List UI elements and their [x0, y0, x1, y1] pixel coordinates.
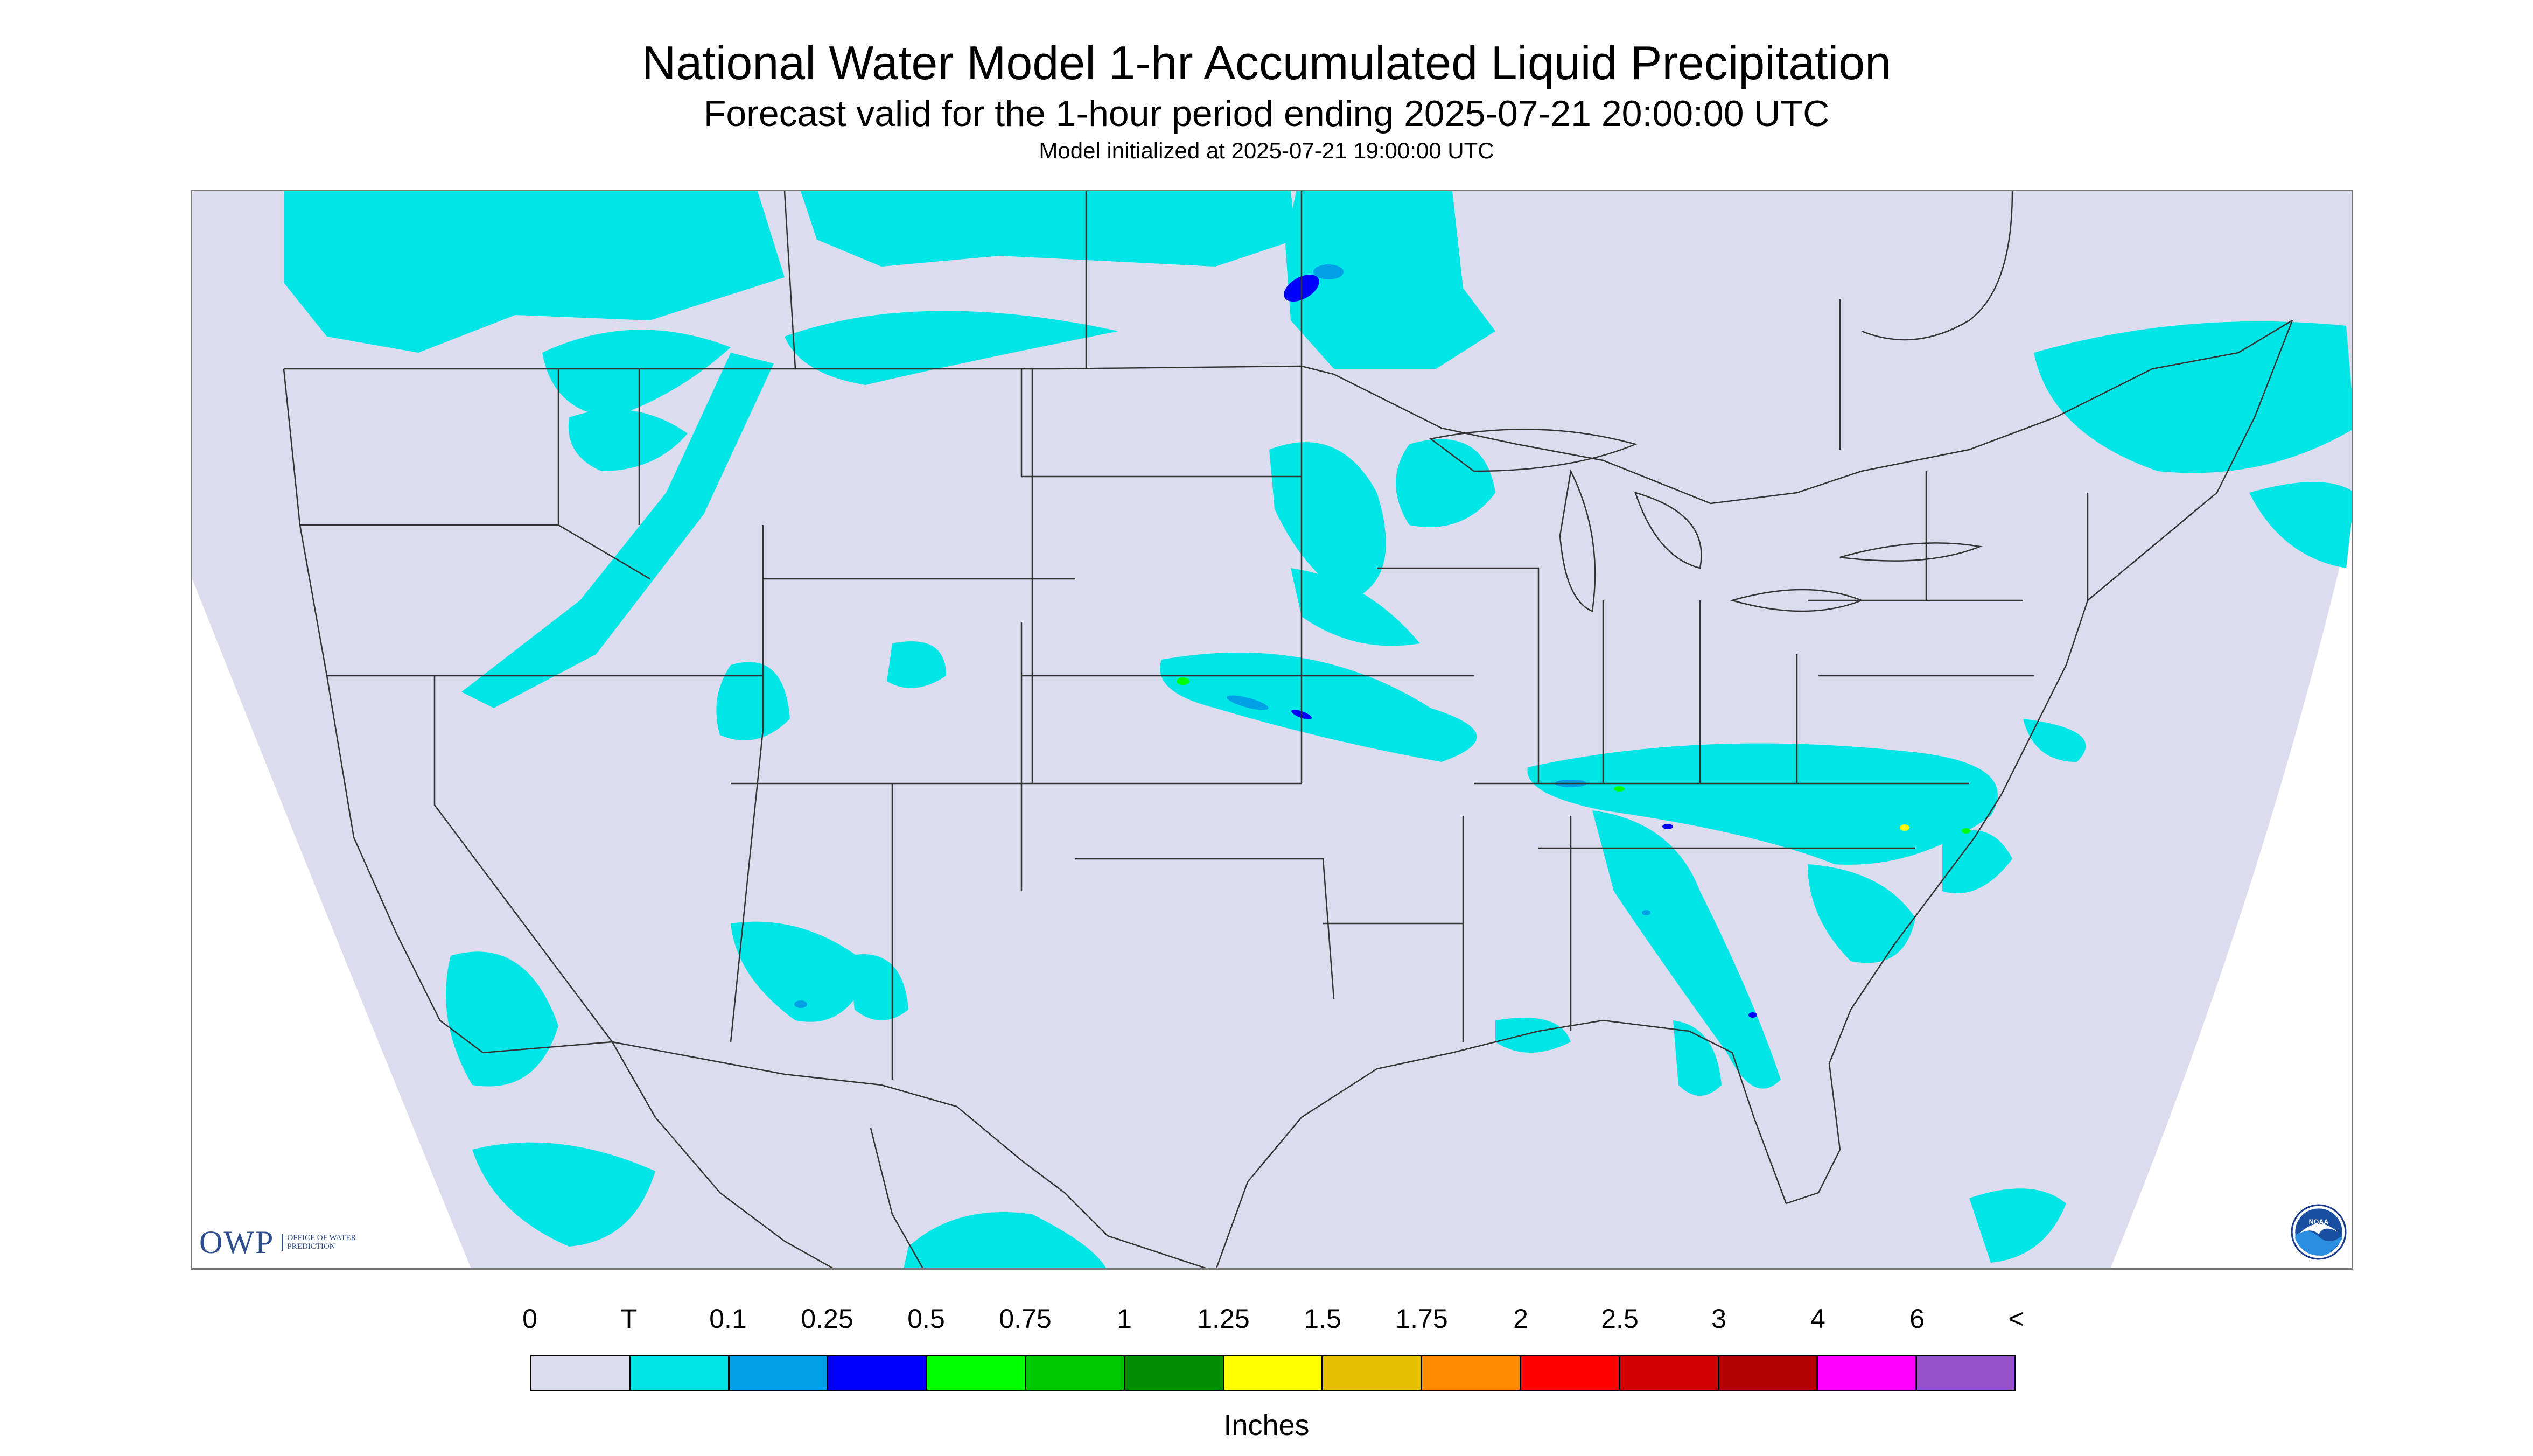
legend-unit-label: Inches [1223, 1409, 1310, 1441]
legend-tick-label: 1 [1117, 1304, 1132, 1334]
legend-tick-label: 3 [1711, 1304, 1726, 1334]
map-title: National Water Model 1-hr Accumulated Li… [641, 36, 1892, 89]
legend-color-bar [530, 1355, 2016, 1391]
legend-tick-label: 4 [1810, 1304, 1825, 1334]
legend-swatch [1917, 1356, 2014, 1390]
noaa-logo: NOAA [2291, 1204, 2347, 1260]
legend-tick-label: 1.25 [1197, 1304, 1250, 1334]
owp-logo-mark: OWP [199, 1224, 275, 1260]
legend-tick-label: 6 [1909, 1304, 1925, 1334]
map-canvas [192, 191, 2352, 1268]
map-subtitle: Forecast valid for the 1-hour period end… [703, 93, 1830, 134]
legend-swatch [1719, 1356, 1818, 1390]
owp-logo: OWP OFFICE OF WATER PREDICTION [199, 1223, 368, 1261]
precipitation-map[interactable] [191, 190, 2353, 1270]
legend-tick-label: < [2008, 1304, 2024, 1334]
model-init-line: Model initialized at 2025-07-21 19:00:00… [1039, 138, 1494, 163]
legend-tick-label: 2 [1513, 1304, 1528, 1334]
political-boundaries [283, 191, 2293, 1268]
legend-tick-labels: 0 T 0.1 0.25 0.5 0.75 1 1.25 1.5 1.75 2 2.5 3 4 6 < [522, 1303, 2024, 1341]
precipitation-legend: 0 T 0.1 0.25 0.5 0.75 1 1.25 1.5 1.75 2 2.5 3 4 6 < [522, 1303, 2024, 1411]
legend-swatch [828, 1356, 928, 1390]
legend-swatch [531, 1356, 631, 1390]
model-domain [192, 191, 2352, 1268]
legend-tick-label: 0.75 [999, 1304, 1052, 1334]
legend-swatch [1224, 1356, 1324, 1390]
legend-tick-label: 0 [522, 1304, 537, 1334]
legend-tick-label: 1.75 [1395, 1304, 1448, 1334]
legend-tick-label: 1.5 [1304, 1304, 1341, 1334]
legend-tick-label: T [620, 1304, 638, 1334]
legend-tick-label: 0.1 [709, 1304, 747, 1334]
legend-swatch [729, 1356, 829, 1390]
legend-swatch [1125, 1356, 1224, 1390]
noaa-logo-text: NOAA [2309, 1218, 2329, 1226]
legend-swatch [1422, 1356, 1521, 1390]
legend-tick-label: 2.5 [1601, 1304, 1639, 1334]
precip-trace-areas [284, 191, 2352, 1268]
legend-swatch [1323, 1356, 1423, 1390]
legend-swatch [1026, 1356, 1125, 1390]
owp-logo-subtitle: OFFICE OF WATER PREDICTION [282, 1234, 368, 1251]
legend-swatch [630, 1356, 730, 1390]
precip-heavy-cells [794, 264, 1970, 1018]
legend-swatch [1818, 1356, 1918, 1390]
legend-swatch [1620, 1356, 1719, 1390]
legend-tick-label: 0.25 [801, 1304, 853, 1334]
legend-tick-label: 0.5 [907, 1304, 945, 1334]
legend-swatch [927, 1356, 1026, 1390]
legend-swatch [1521, 1356, 1620, 1390]
